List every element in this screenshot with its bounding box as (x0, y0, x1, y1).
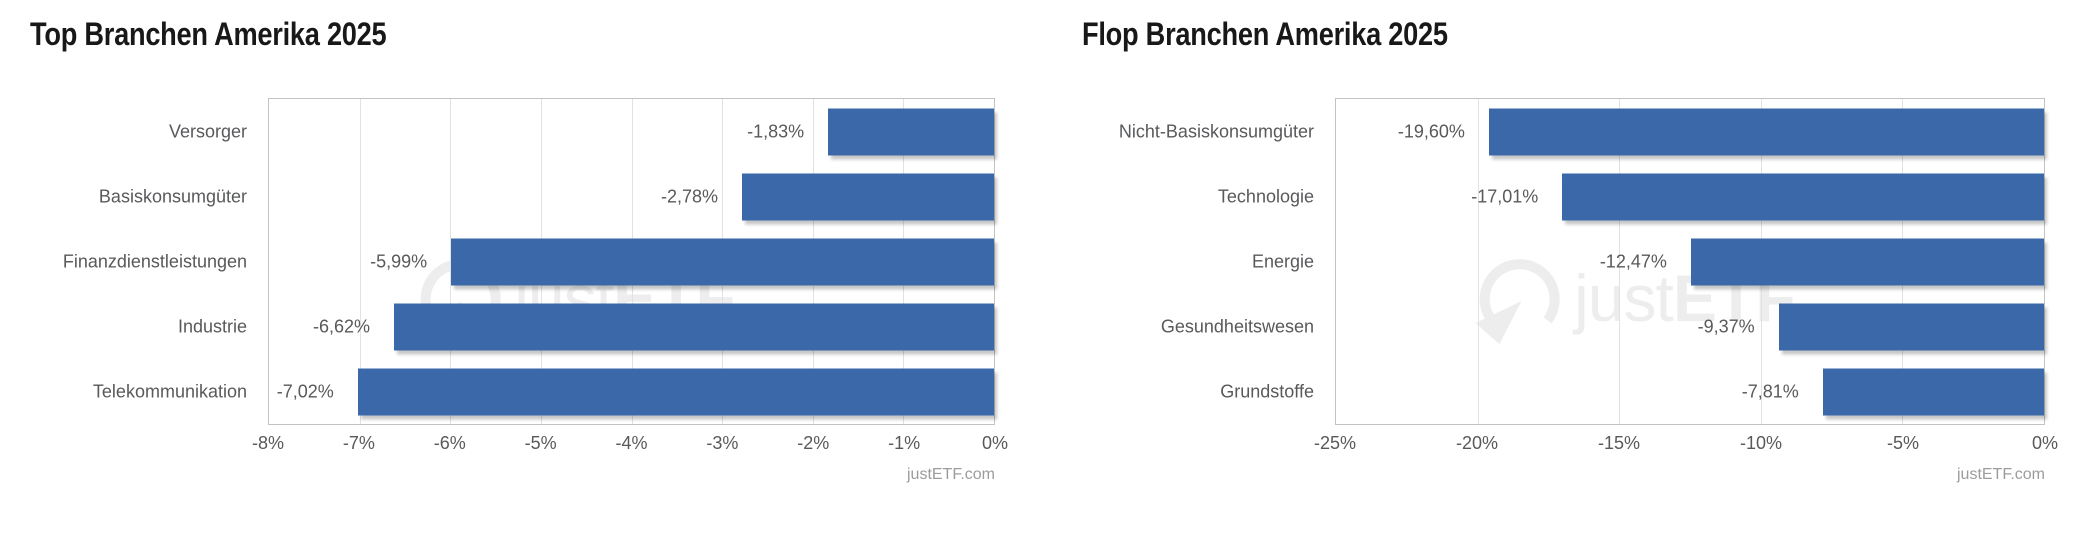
value-label: -5,99% (370, 251, 428, 271)
value-label: -2,78% (661, 186, 719, 206)
value-label: -7,02% (276, 381, 334, 401)
bar (1778, 303, 2044, 350)
bar-row: Technologie -17,01% (1218, 164, 2044, 229)
x-tick-label: -25% (1313, 433, 1357, 453)
bar (394, 303, 994, 350)
bar-row: Gesundheitswesen -9,37% (1161, 294, 2044, 359)
bar (357, 368, 994, 415)
bar-rows: Versorger -1,83% Basiskonsumgüter -2,78% Fin… (63, 99, 994, 424)
x-axis-ticks: -8% -7% -6% -5% -4% -3% -2% -1% 0% (252, 433, 1008, 459)
chart-title: Top Branchen Amerika 2025 (30, 16, 387, 52)
x-tick-label: 0% (2031, 433, 2059, 453)
bar-row: Nicht-Basiskonsumgüter -19,60% (1119, 99, 2044, 164)
category-label: Telekommunikation (92, 381, 247, 401)
bar-row: Versorger -1,83% (169, 99, 994, 164)
category-label: Nicht-Basiskonsumgüter (1118, 121, 1314, 141)
x-tick-label: -7% (342, 433, 375, 453)
gridline (1619, 99, 1621, 424)
plot-area: justETF Nicht-Basiskonsumgüter -19,60% Tec… (1119, 98, 2045, 425)
chart-title: Flop Branchen Amerika 2025 (1082, 16, 1448, 52)
gridline (359, 99, 361, 424)
bar (1822, 368, 2044, 415)
bar (1562, 173, 2044, 220)
x-axis-ticks: -25% -20% -15% -10% -5% 0% (1314, 433, 2058, 459)
value-label: -7,81% (1741, 381, 1799, 401)
value-label: -19,60% (1397, 121, 1465, 141)
x-tick-label: -5% (1886, 433, 1920, 453)
attribution-link[interactable]: justETF.com (906, 466, 995, 483)
x-tick-label: -2% (797, 433, 830, 453)
bar-row: Telekommunikation -7,02% (93, 359, 994, 424)
x-tick-label: -8% (251, 433, 285, 453)
bar (451, 238, 994, 285)
value-label: -6,62% (313, 316, 371, 336)
bar-row: Industrie -6,62% (178, 294, 994, 359)
bar (742, 173, 994, 220)
category-label: Grundstoffe (1220, 381, 1314, 401)
attribution-link[interactable]: justETF.com (1956, 466, 2045, 483)
value-label: -12,47% (1599, 251, 1667, 271)
bar (828, 108, 994, 155)
x-tick-label: -6% (433, 433, 466, 453)
category-label: Gesundheitswesen (1160, 316, 1314, 336)
bar-row: Energie -12,47% (1252, 229, 2044, 294)
plot-area: justETF Versorger -1,83% Basiskonsumgüter -… (63, 98, 995, 425)
value-label: -9,37% (1697, 316, 1755, 336)
bar-row: Basiskonsumgüter -2,78% (99, 164, 994, 229)
x-tick-label: -4% (615, 433, 648, 453)
chart-panel-top-branchen: Top Branchen Amerika 2025 justETF Versor… (30, 16, 1008, 483)
category-label: Technologie (1217, 186, 1314, 206)
x-tick-label: -15% (1597, 433, 1641, 453)
bar-row: Finanzdienstleistungen -5,99% (63, 229, 994, 294)
bar-rows: Nicht-Basiskonsumgüter -19,60% Technologie… (1119, 99, 2044, 424)
x-tick-label: -10% (1739, 433, 1783, 453)
x-tick-label: -5% (524, 433, 557, 453)
category-label: Energie (1251, 251, 1314, 271)
value-label: -1,83% (747, 121, 805, 141)
bar-row: Grundstoffe -7,81% (1220, 359, 2044, 424)
value-label: -17,01% (1471, 186, 1539, 206)
category-label: Versorger (168, 121, 247, 141)
x-tick-label: -20% (1455, 433, 1499, 453)
bar (1488, 108, 2044, 155)
bar (1690, 238, 2044, 285)
gridline (1477, 99, 1479, 424)
x-tick-label: 0% (981, 433, 1009, 453)
gridline (450, 99, 452, 424)
category-label: Industrie (177, 316, 247, 336)
x-tick-label: -1% (888, 433, 921, 453)
category-label: Basiskonsumgüter (98, 186, 247, 206)
category-label: Finanzdienstleistungen (62, 251, 247, 271)
x-tick-label: -3% (706, 433, 739, 453)
chart-panel-flop-branchen: Flop Branchen Amerika 2025 justETF Nicht… (1040, 0, 2080, 546)
